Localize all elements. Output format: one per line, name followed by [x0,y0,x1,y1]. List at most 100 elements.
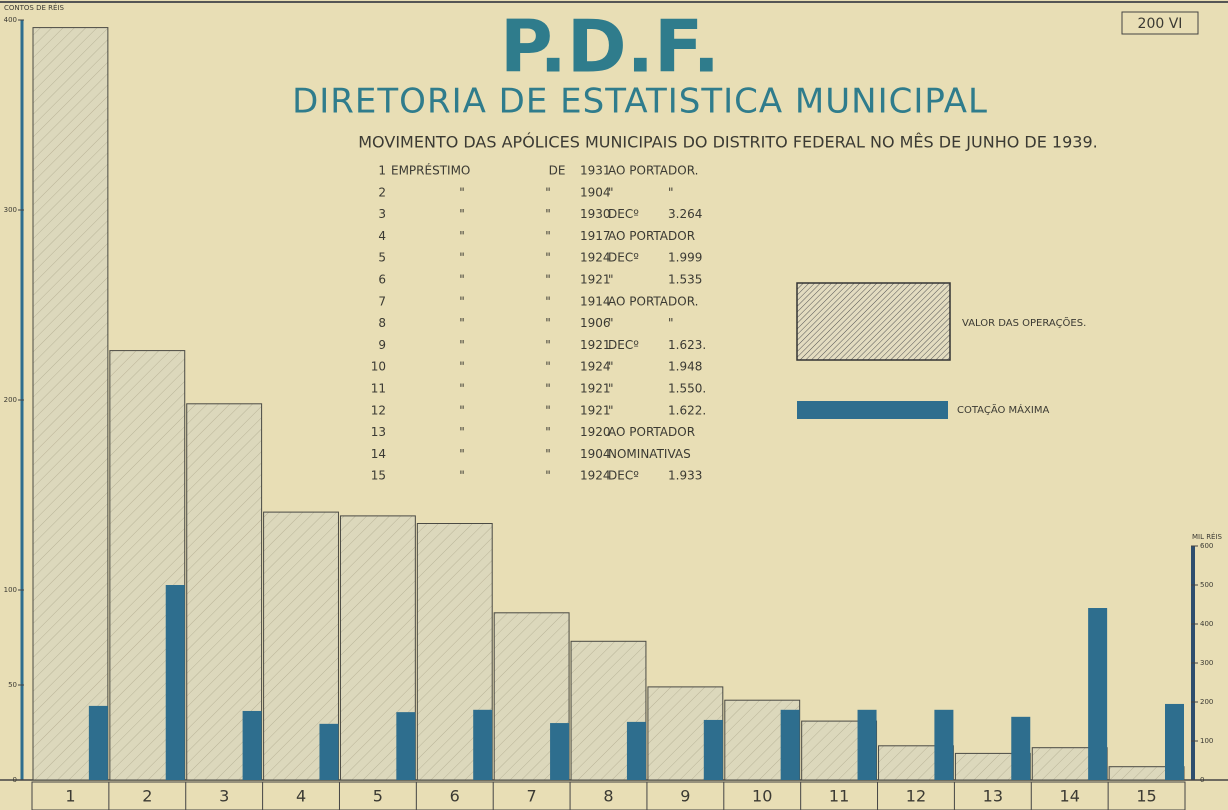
y2-tick-label: 300 [1200,659,1213,667]
annotation-text: " [459,338,465,352]
annotation-text: " [459,403,465,417]
annotation-text: " [545,469,551,483]
legend-swatch [797,401,948,419]
annotation-text: " [459,273,465,287]
annotation-text: 1924 [580,469,611,483]
annotation-text: 1921 [580,273,611,287]
annotation-text: 3 [378,207,386,221]
legend-swatch [796,282,951,361]
x-tick-label: 9 [680,787,690,806]
x-tick-label: 10 [752,787,772,806]
annotation-text: " [608,403,614,417]
cotacao-bar [703,719,723,780]
cotacao-bar [242,710,262,780]
y-tick-label: 400 [4,16,17,24]
y-axis-label: CONTOS DE RÉIS [4,3,64,12]
annotation-text: " [459,425,465,439]
annotation-text: " [545,294,551,308]
annotation-text: 1.623. [668,338,706,352]
cotacao-bar [626,721,646,780]
annotation-text: " [545,229,551,243]
annotation-text: 5 [378,251,386,265]
annotation-text: 11 [371,382,386,396]
annotation-text: 1930 [580,207,611,221]
annotation-text: " [459,316,465,330]
annotation-text: AO PORTADOR [608,229,695,243]
annotation-text: 1904 [580,185,611,199]
annotation-text: 1921 [580,382,611,396]
x-tick-label: 13 [983,787,1003,806]
x-tick-label: 6 [450,787,460,806]
cotacao-bar [473,709,493,780]
annotation-text: " [608,316,614,330]
x-tick-label: 5 [373,787,383,806]
chart-caption: MOVIMENTO DAS APÓLICES MUNICIPAIS DO DIS… [358,133,1097,152]
y2-tick-label: 400 [1200,620,1213,628]
cotacao-bar [550,723,570,780]
annotation-text: " [545,338,551,352]
cotacao-bar [1011,716,1031,780]
annotation-text: " [545,447,551,461]
annotation-text: DECº [608,469,639,483]
annotation-text: " [459,185,465,199]
annotation-text: 9 [378,338,386,352]
legend-label: COTAÇÃO MÁXIMA [957,403,1049,416]
annotation-text: " [545,273,551,287]
y2-tick-label: 100 [1200,737,1213,745]
cotacao-bar [88,705,108,780]
annotation-text: 1931 [580,164,611,178]
annotation-text: 2 [378,185,386,199]
annotation-text: 7 [378,294,386,308]
annotation-text: 1917 [580,229,611,243]
annotation-text: 1906 [580,316,611,330]
annotation-text: 6 [378,273,386,287]
annotation-text: 3.264 [668,207,702,221]
annotation-text: 1.948 [668,360,702,374]
annotation-text: EMPRÉSTIMO [391,163,470,178]
annotation-text: 1904 [580,447,611,461]
chart-title: P.D.F. [500,5,720,89]
x-tick-label: 11 [829,787,849,806]
annotation-text: " [545,403,551,417]
cotacao-bar [780,709,800,780]
cotacao-bar [934,709,954,780]
annotation-text: " [608,360,614,374]
annotation-text: " [459,251,465,265]
annotation-text: 1924 [580,360,611,374]
annotation-text: " [668,185,674,199]
cotacao-bar [857,709,877,780]
annotation-text: 10 [371,360,386,374]
valor-bar [32,27,109,781]
annotation-text: " [608,382,614,396]
annotation-text: 1.535 [668,273,702,287]
annotation-text: 1 [378,164,386,178]
cotacao-bar [319,723,339,780]
y-tick-label: 0 [13,776,17,784]
annotation-text: " [545,316,551,330]
annotation-text: NOMINATIVAS [608,447,691,461]
annotation-text: " [459,360,465,374]
y-tick-label: 50 [8,681,17,689]
annotation-text: " [459,229,465,243]
annotation-text: " [608,185,614,199]
annotation-text: " [545,251,551,265]
y2-tick-label: 500 [1200,581,1213,589]
annotation-text: " [545,360,551,374]
annotation-text: 4 [378,229,386,243]
annotation-text: " [459,469,465,483]
annotation-text: 1.933 [668,469,702,483]
annotation-text: 1.999 [668,251,702,265]
y-tick-label: 200 [4,396,17,404]
cotacao-bar [165,585,185,780]
annotation-text: 1.550. [668,382,706,396]
annotation-text: 8 [378,316,386,330]
y2-tick-label: 0 [1200,776,1204,784]
annotation-text: 14 [371,447,386,461]
corner-label: 200 VI [1138,16,1183,32]
annotation-text: 1914 [580,294,611,308]
y-tick-label: 300 [4,206,17,214]
annotation-text: DECº [608,207,639,221]
annotation-text: DE [549,164,566,178]
cotacao-bar [1165,703,1184,780]
